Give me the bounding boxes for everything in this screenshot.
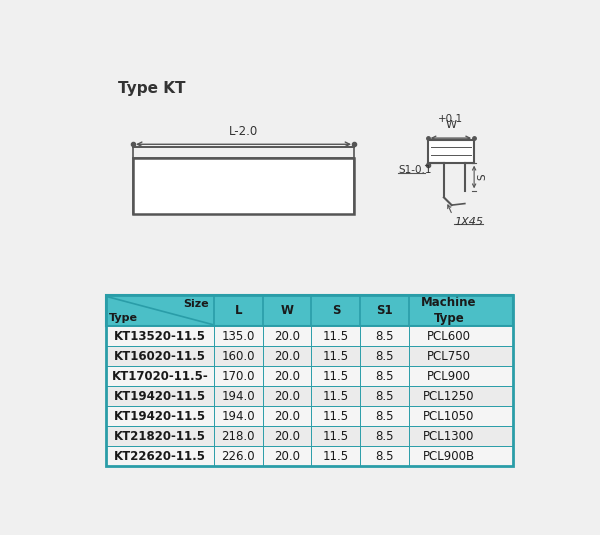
Bar (106, 446, 513, 466)
Text: +0.1: +0.1 (439, 114, 463, 124)
Text: 135.0: 135.0 (221, 330, 255, 342)
Text: 170.0: 170.0 (221, 370, 255, 383)
Text: 20.0: 20.0 (274, 349, 300, 363)
Text: Type KT: Type KT (118, 81, 185, 96)
Text: 194.0: 194.0 (221, 389, 255, 402)
Text: 11.5: 11.5 (323, 370, 349, 383)
Text: 20.0: 20.0 (274, 330, 300, 342)
Text: 8.5: 8.5 (376, 449, 394, 463)
Text: PCL750: PCL750 (427, 349, 471, 363)
Text: S1: S1 (376, 304, 393, 317)
Text: PCL900: PCL900 (427, 370, 471, 383)
Text: PCL1300: PCL1300 (423, 430, 475, 442)
Text: PCL1250: PCL1250 (423, 389, 475, 402)
Bar (106, 406, 513, 426)
Text: 218.0: 218.0 (221, 430, 255, 442)
Text: 20.0: 20.0 (274, 449, 300, 463)
Text: S1-0.1: S1-0.1 (398, 165, 431, 175)
Text: 20.0: 20.0 (274, 389, 300, 402)
Bar (106, 386, 513, 406)
Text: KT22620-11.5: KT22620-11.5 (114, 449, 206, 463)
Text: KT19420-11.5: KT19420-11.5 (114, 410, 206, 423)
Text: 20.0: 20.0 (274, 370, 300, 383)
Text: KT13520-11.5: KT13520-11.5 (114, 330, 206, 342)
Text: 8.5: 8.5 (376, 349, 394, 363)
Text: W: W (445, 120, 457, 131)
Bar (106, 366, 513, 386)
Text: KT19420-11.5: KT19420-11.5 (114, 389, 206, 402)
Text: 11.5: 11.5 (323, 330, 349, 342)
Text: KT16020-11.5: KT16020-11.5 (114, 349, 206, 363)
Text: 20.0: 20.0 (274, 410, 300, 423)
Text: 8.5: 8.5 (376, 370, 394, 383)
Text: 160.0: 160.0 (221, 349, 255, 363)
Bar (133, 158, 354, 215)
Text: 8.5: 8.5 (376, 330, 394, 342)
Text: 20.0: 20.0 (274, 430, 300, 442)
Bar (106, 346, 513, 366)
Text: L: L (235, 304, 242, 317)
Text: 226.0: 226.0 (221, 449, 255, 463)
Text: 11.5: 11.5 (323, 449, 349, 463)
Text: W: W (281, 304, 293, 317)
Text: L-2.0: L-2.0 (229, 125, 258, 138)
Bar (106, 295, 513, 326)
Text: 1X45: 1X45 (454, 217, 483, 227)
Text: Type: Type (109, 313, 138, 323)
Text: PCL600: PCL600 (427, 330, 471, 342)
Text: S: S (477, 174, 487, 180)
Bar (106, 426, 513, 446)
Text: 11.5: 11.5 (323, 430, 349, 442)
Text: PCL900B: PCL900B (423, 449, 475, 463)
Bar (106, 295, 513, 466)
Bar (106, 326, 513, 346)
Text: 194.0: 194.0 (221, 410, 255, 423)
Text: 11.5: 11.5 (323, 349, 349, 363)
Text: 8.5: 8.5 (376, 389, 394, 402)
Text: KT21820-11.5: KT21820-11.5 (114, 430, 206, 442)
Text: KT17020-11.5-: KT17020-11.5- (112, 370, 208, 383)
Text: 11.5: 11.5 (323, 410, 349, 423)
Text: 11.5: 11.5 (323, 389, 349, 402)
Text: S: S (332, 304, 340, 317)
Bar (428, 140, 474, 163)
Text: Machine
Type: Machine Type (421, 296, 476, 325)
Text: PCL1050: PCL1050 (423, 410, 475, 423)
Text: Size: Size (184, 299, 209, 309)
Text: 8.5: 8.5 (376, 410, 394, 423)
Text: 8.5: 8.5 (376, 430, 394, 442)
